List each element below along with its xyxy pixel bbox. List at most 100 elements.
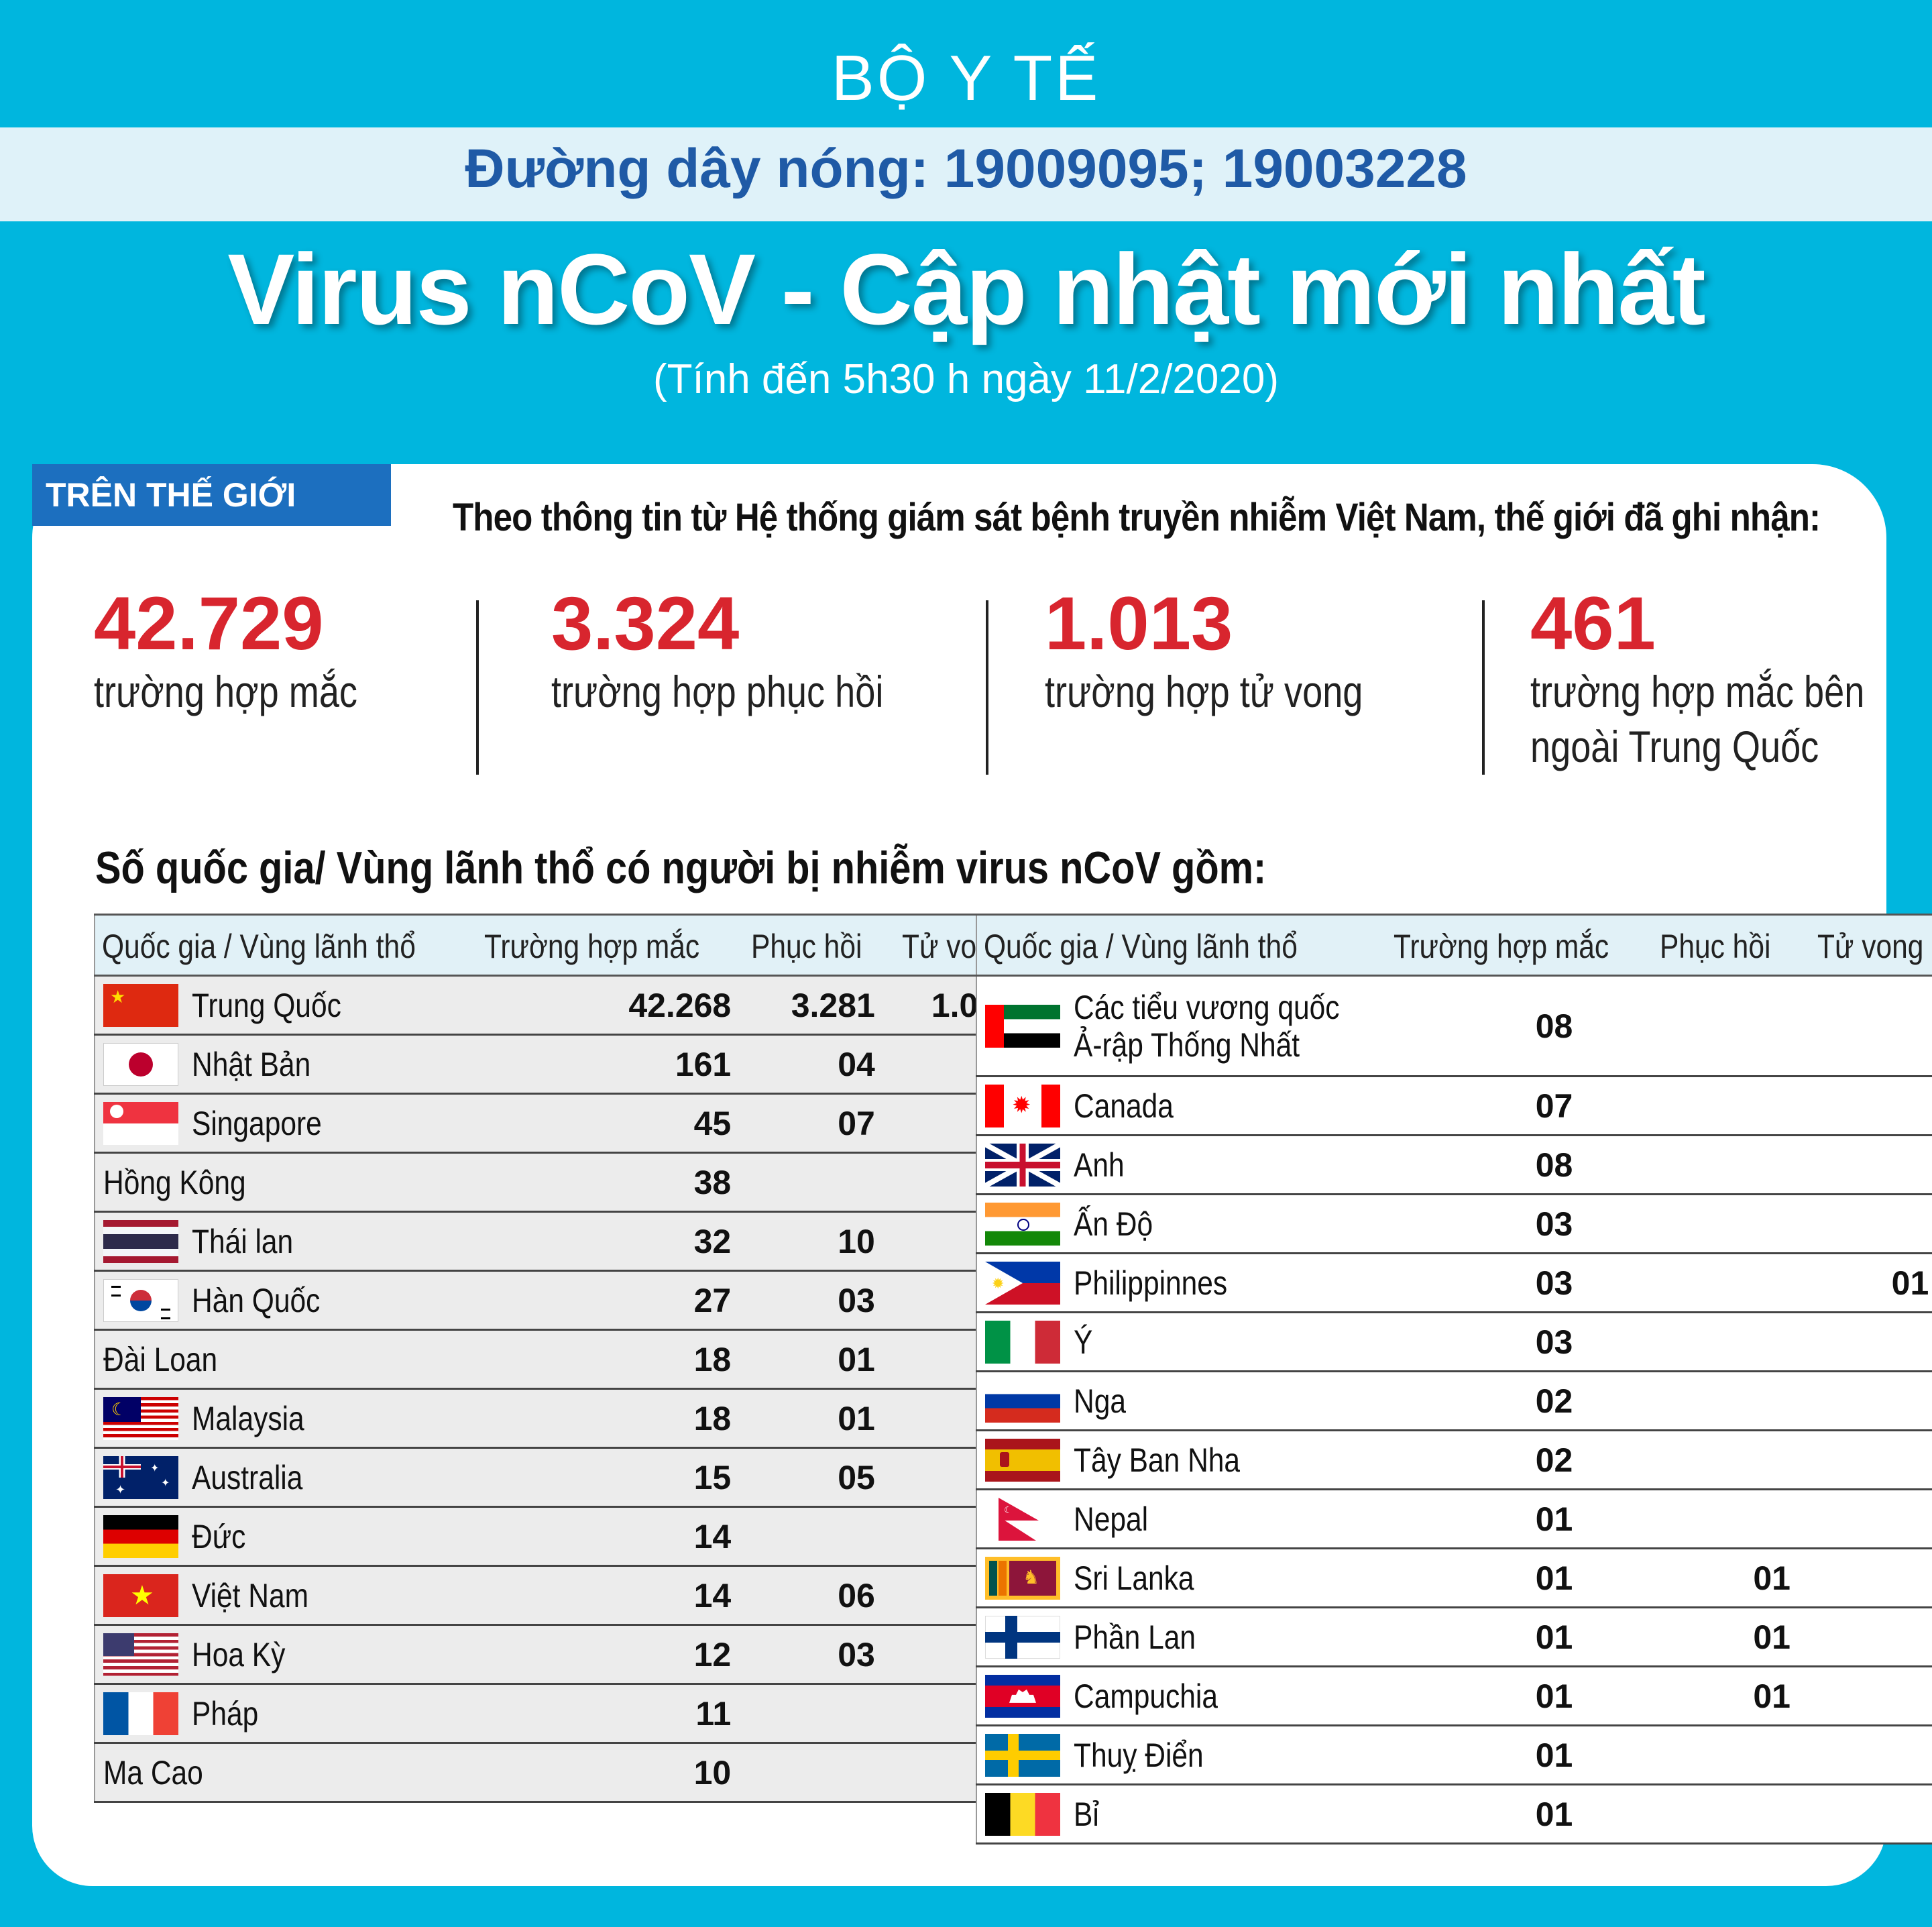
- country-name: Thái lan: [192, 1222, 294, 1260]
- country-name: Anh: [1074, 1146, 1125, 1184]
- cases-cell: 01: [1386, 1725, 1654, 1785]
- deaths-cell: [1810, 1607, 1932, 1667]
- recovered-cell: [1653, 1430, 1811, 1490]
- header-country: Quốc gia / Vùng lãnh thổ: [976, 914, 1387, 977]
- country-name: Hoa Kỳ: [192, 1635, 286, 1673]
- country-name: Ấn Độ: [1074, 1205, 1153, 1243]
- country-cell: Ma Cao: [95, 1743, 478, 1803]
- stat-divider: [986, 600, 988, 775]
- recovered-cell: [1653, 1194, 1811, 1254]
- country-cell: ✹ Canada: [976, 1076, 1387, 1136]
- cases-cell: 14: [477, 1506, 745, 1567]
- cases-cell: 15: [477, 1447, 745, 1508]
- country-cell: Hàn Quốc: [95, 1270, 478, 1331]
- australia-flag-icon: ✦ ✦ ✦: [103, 1455, 178, 1499]
- deaths-cell: [1810, 1371, 1932, 1431]
- recovered-cell: 3.281: [744, 975, 895, 1036]
- stat-cases-label: trường hợp mắc: [94, 667, 357, 716]
- cases-cell: 03: [1386, 1253, 1654, 1313]
- cases-cell: 38: [477, 1152, 745, 1213]
- country-cell: Tây Ban Nha: [976, 1430, 1387, 1490]
- country-name: Hàn Quốc: [192, 1281, 321, 1319]
- deaths-cell: [1810, 1076, 1932, 1136]
- deaths-cell: [1810, 1135, 1932, 1195]
- cases-cell: 02: [1386, 1430, 1654, 1490]
- cases-cell: 10: [477, 1743, 745, 1803]
- table-row: Tây Ban Nha 02: [976, 1430, 1932, 1490]
- uae-flag-icon: [985, 1004, 1060, 1048]
- italy-flag-icon: [985, 1320, 1060, 1364]
- hotline-band: [0, 127, 1932, 221]
- cases-cell: 03: [1386, 1194, 1654, 1254]
- country-cell: ☾ Malaysia: [95, 1388, 478, 1449]
- recovered-cell: [744, 1506, 895, 1567]
- stat-outside-china-label: trường hợp mắc bên: [1530, 667, 1865, 716]
- country-cell: Ấn Độ: [976, 1194, 1387, 1254]
- countries-heading: Số quốc gia/ Vùng lãnh thổ có người bị n…: [95, 842, 1267, 893]
- vietnam-flag-icon: ★: [103, 1574, 178, 1617]
- right-country-table: Quốc gia / Vùng lãnh thổ Trường hợp mắc …: [976, 914, 1932, 1845]
- no-flag-spacer: [95, 1751, 103, 1794]
- stat-deaths-label: trường hợp tử vong: [1045, 667, 1363, 716]
- stat-recovered-label: trường hợp phục hồi: [551, 667, 884, 716]
- belgium-flag-icon: [985, 1792, 1060, 1836]
- header-country: Quốc gia / Vùng lãnh thổ: [95, 914, 478, 977]
- cases-cell: 08: [1386, 975, 1654, 1077]
- country-cell: Bỉ: [976, 1784, 1387, 1845]
- as-of-date: (Tính đến 5h30 h ngày 11/2/2020): [653, 356, 1279, 402]
- recovered-cell: [1653, 1489, 1811, 1549]
- stat-recovered: 3.324 trường hợp phục hồi: [551, 584, 956, 719]
- korea-flag-icon: [103, 1278, 178, 1322]
- cases-cell: 32: [477, 1211, 745, 1272]
- table-row: Ma Cao 10: [95, 1743, 1035, 1803]
- nepal-flag-icon: ☾: [985, 1497, 1060, 1541]
- recovered-cell: 10: [744, 1211, 895, 1272]
- deaths-cell: [1810, 975, 1932, 1077]
- table-row: Hoa Kỳ 12 03: [95, 1625, 1035, 1685]
- recovered-cell: 03: [744, 1270, 895, 1331]
- table-row: Pháp 11: [95, 1684, 1035, 1744]
- malaysia-flag-icon: ☾: [103, 1396, 178, 1440]
- lead-text: Theo thông tin từ Hệ thống giám sát bệnh…: [453, 496, 1821, 539]
- cases-cell: 11: [477, 1684, 745, 1744]
- france-flag-icon: [103, 1692, 178, 1735]
- cases-cell: 07: [1386, 1076, 1654, 1136]
- country-name: Bỉ: [1074, 1795, 1099, 1833]
- cases-cell: 14: [477, 1565, 745, 1626]
- cases-cell: 45: [477, 1093, 745, 1154]
- china-flag-icon: ★: [103, 983, 178, 1027]
- country-name: Đức: [192, 1517, 246, 1555]
- country-name: Đài Loan: [103, 1340, 218, 1378]
- country-cell: Singapore: [95, 1093, 478, 1154]
- recovered-cell: [1653, 1725, 1811, 1785]
- country-name: Malaysia: [192, 1399, 304, 1437]
- ministry-title: BỘ Y TẾ: [831, 42, 1101, 114]
- country-cell: ♞ Sri Lanka: [976, 1548, 1387, 1608]
- germany-flag-icon: [103, 1515, 178, 1558]
- country-cell: ★ Việt Nam: [95, 1565, 478, 1626]
- no-flag-spacer: [95, 1161, 103, 1204]
- table-row: Anh 08: [976, 1135, 1932, 1195]
- recovered-cell: 01: [1653, 1607, 1811, 1667]
- recovered-cell: [744, 1743, 895, 1803]
- header-cases: Trường hợp mắc: [477, 914, 745, 977]
- canada-flag-icon: ✹: [985, 1084, 1060, 1127]
- stat-divider: [1482, 600, 1485, 775]
- country-cell: ✦ ✦ ✦ Australia: [95, 1447, 478, 1508]
- japan-flag-icon: [103, 1042, 178, 1086]
- recovered-cell: [1653, 1371, 1811, 1431]
- cases-cell: 12: [477, 1625, 745, 1685]
- stat-deaths-value: 1.013: [1045, 582, 1233, 665]
- table-row: Nhật Bản 161 04: [95, 1034, 1035, 1095]
- table-row: Thái lan 32 10: [95, 1211, 1035, 1272]
- recovered-cell: [1653, 1312, 1811, 1372]
- recovered-cell: 06: [744, 1565, 895, 1626]
- no-flag-spacer: [95, 1338, 103, 1381]
- deaths-cell: [1810, 1725, 1932, 1785]
- deaths-cell: [1810, 1784, 1932, 1845]
- recovered-cell: 03: [744, 1625, 895, 1685]
- table-row: Các tiểu vương quốc Ả-rập Thống Nhất 08: [976, 975, 1932, 1077]
- cases-cell: 08: [1386, 1135, 1654, 1195]
- deaths-cell: 01: [1810, 1253, 1932, 1313]
- cases-cell: 18: [477, 1329, 745, 1390]
